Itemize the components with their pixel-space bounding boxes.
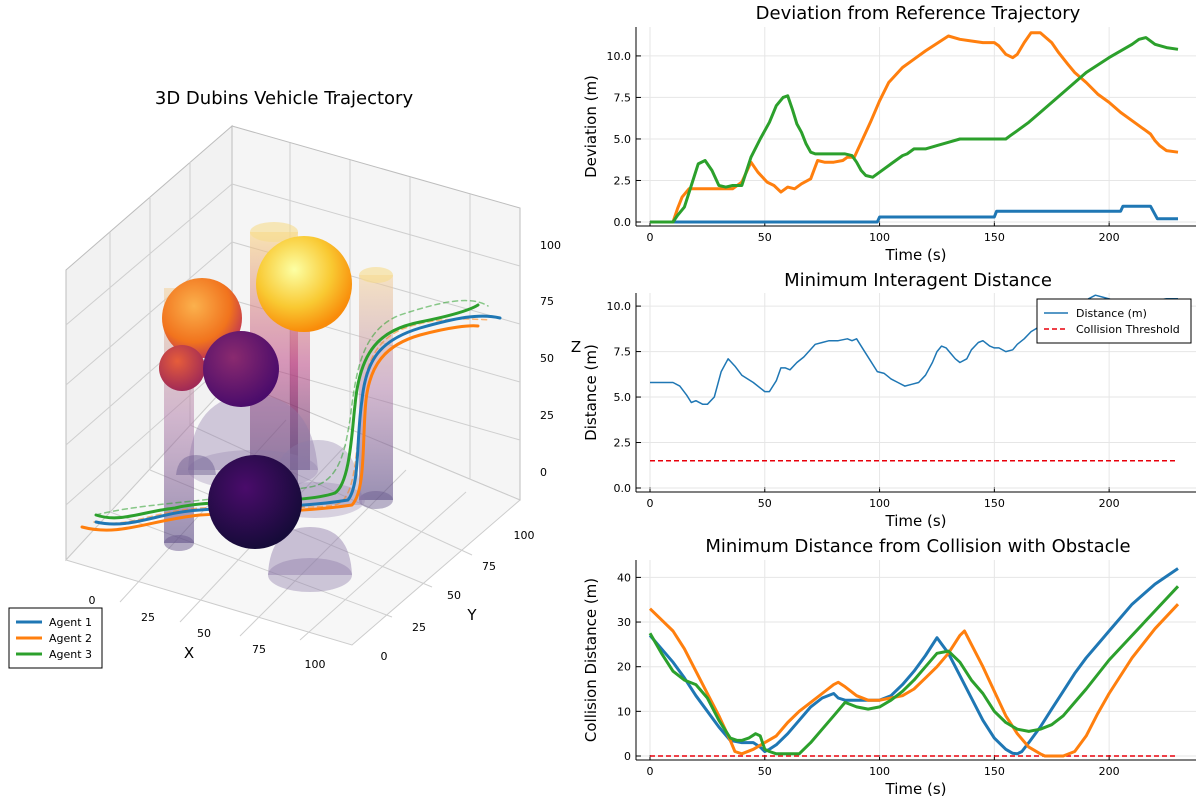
x-tick-label: 200 xyxy=(1099,231,1120,244)
agent-3-path xyxy=(94,303,480,520)
dome-obstacle xyxy=(268,527,352,575)
y-axis-label: Distance (m) xyxy=(582,344,600,441)
y-tick-label: 10.0 xyxy=(607,300,632,313)
trajectory-legend: Agent 1 Agent 2 Agent 3 xyxy=(8,607,103,669)
y-tick-label: 7.5 xyxy=(614,346,632,359)
z-tick-label: 75 xyxy=(540,295,554,308)
legend-label-agent-1: Agent 1 xyxy=(49,616,92,629)
x-tick-label: 150 xyxy=(984,497,1005,510)
y-tick-label: 0.0 xyxy=(614,482,632,495)
z-axis-3d-label: Z xyxy=(571,338,581,356)
x-tick-label: 50 xyxy=(758,231,772,244)
series-line-1 xyxy=(648,567,1179,756)
y-tick-label: 0 xyxy=(381,650,388,663)
x-tick-label: 50 xyxy=(197,627,211,640)
x-tick-label: 100 xyxy=(869,765,890,778)
interagent-distance-panel: Minimum Interagent Distance 0 50 100 150 200 0… xyxy=(582,270,1196,530)
x-axis-label: Time (s) xyxy=(885,512,947,530)
y-tick-label: 2.5 xyxy=(614,174,632,187)
y-axis-3d-label: Y xyxy=(466,606,477,624)
z-axis-3d-ticks: 0 25 50 75 100 xyxy=(540,239,561,479)
series-line-1 xyxy=(650,31,1179,224)
y-axis-label: Deviation (m) xyxy=(582,75,600,178)
series-line-3 xyxy=(648,585,1180,756)
y-tick-label: 25 xyxy=(412,621,426,634)
dome-base xyxy=(268,558,352,592)
x-axis-label: Time (s) xyxy=(885,246,947,264)
x-tick-label: 50 xyxy=(758,765,772,778)
deviation-panel: Deviation from Reference Trajectory 0 50 10… xyxy=(582,3,1196,264)
z-tick-label: 50 xyxy=(540,352,554,365)
x-tick-label: 100 xyxy=(305,658,326,671)
y-tick-label: 10 xyxy=(617,705,631,718)
y-tick-label: 5.0 xyxy=(614,391,632,404)
agent-1-path xyxy=(94,314,502,526)
agent-2-path xyxy=(80,324,480,532)
x-axis-3d-ticks: 0 25 50 75 100 xyxy=(89,594,326,671)
y-tick-label: 0 xyxy=(624,750,631,763)
agent-2-reference-path xyxy=(93,318,491,525)
x-tick-label: 75 xyxy=(252,643,266,656)
legend-label-agent-2: Agent 2 xyxy=(49,632,92,645)
panel-title: Deviation from Reference Trajectory xyxy=(756,3,1081,24)
z-tick-label: 100 xyxy=(540,239,561,252)
agent-trajectories xyxy=(80,299,502,532)
x-tick-label: 50 xyxy=(758,497,772,510)
legend-frame xyxy=(1036,298,1192,344)
x-axis-3d-label: X xyxy=(184,644,194,662)
sphere-obstacles xyxy=(159,236,352,549)
x-tick-label: 25 xyxy=(141,611,155,624)
dome-obstacle xyxy=(188,395,318,470)
y-tick-label: 100 xyxy=(514,529,535,542)
y-tick-label: 20 xyxy=(617,661,631,674)
dome-obstacle xyxy=(176,455,216,475)
y-tick-label: 0.0 xyxy=(614,216,632,229)
agent-3-reference-path xyxy=(95,299,489,516)
series-line-2 xyxy=(650,36,1179,224)
legend-label: Distance (m) xyxy=(1076,307,1147,320)
x-tick-label: 100 xyxy=(869,231,890,244)
series-line-0 xyxy=(650,204,1178,224)
sphere-obstacle xyxy=(159,345,205,391)
cylinder-base xyxy=(359,491,393,509)
y-tick-label: 7.5 xyxy=(614,91,632,104)
y-axis-label: Collision Distance (m) xyxy=(582,578,600,742)
cylinder-base xyxy=(164,535,194,551)
y-tick-label: 10.0 xyxy=(607,50,632,63)
sphere-obstacle xyxy=(208,455,302,549)
sphere-obstacle xyxy=(203,331,279,407)
panel-title: Minimum Distance from Collision with Obs… xyxy=(705,536,1130,557)
y-axis-3d-ticks: 0 25 50 75 100 xyxy=(381,529,535,663)
cylinder-top xyxy=(250,222,298,242)
x-axis-label: Time (s) xyxy=(885,780,947,798)
y-tick-label: 5.0 xyxy=(614,133,632,146)
trajectory-3d-title: 3D Dubins Vehicle Trajectory xyxy=(155,88,414,109)
x-tick-label: 100 xyxy=(869,497,890,510)
x-tick-label: 0 xyxy=(647,765,654,778)
x-tick-label: 0 xyxy=(647,231,654,244)
y-tick-label: 50 xyxy=(447,589,461,602)
x-tick-label: 200 xyxy=(1099,765,1120,778)
z-tick-label: 25 xyxy=(540,409,554,422)
y-tick-label: 75 xyxy=(482,560,496,573)
x-tick-label: 150 xyxy=(984,765,1005,778)
sphere-obstacle xyxy=(256,236,352,332)
cylinder-top xyxy=(359,267,393,283)
x-tick-label: 0 xyxy=(647,497,654,510)
z-tick-label: 0 xyxy=(540,466,547,479)
y-tick-label: 40 xyxy=(617,571,631,584)
obstacle-distance-panel: Minimum Distance from Collision with Obs… xyxy=(582,536,1196,798)
x-tick-label: 0 xyxy=(89,594,96,607)
y-tick-label: 30 xyxy=(617,616,631,629)
legend-label: Collision Threshold xyxy=(1076,323,1180,336)
x-tick-label: 200 xyxy=(1099,497,1120,510)
legend-label-agent-3: Agent 3 xyxy=(49,648,92,661)
trajectory-3d-panel: 3D Dubins Vehicle Trajectory xyxy=(8,88,581,671)
panel-title: Minimum Interagent Distance xyxy=(784,270,1052,291)
x-tick-label: 150 xyxy=(984,231,1005,244)
y-tick-label: 2.5 xyxy=(614,437,632,450)
